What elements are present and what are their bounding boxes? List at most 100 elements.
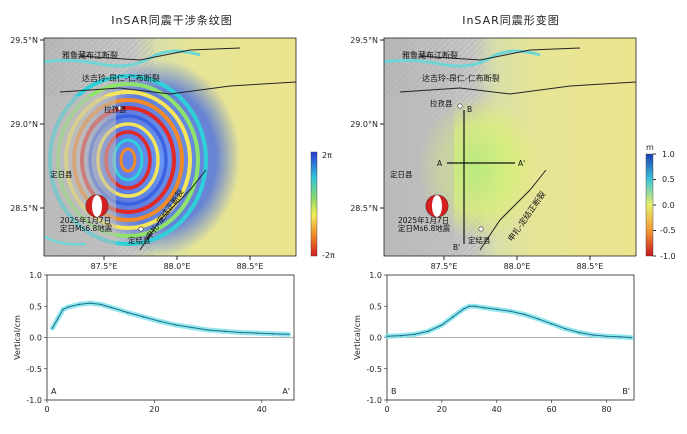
data-point [255,332,258,334]
fringe-map-title: InSAR同震干涉条纹图 [111,13,233,27]
y-tick-label: -1.0 [366,396,382,405]
profile-uncertainty-band [49,300,292,337]
city-marker-lazi [117,105,123,111]
profile-label-b: B [467,105,472,114]
profile-start-label: B [391,387,397,396]
city-label-dingri: 定日县 [390,169,413,179]
data-point [62,308,64,311]
y-tick-label: -0.5 [366,365,382,374]
data-point [271,332,274,335]
profile-line [51,302,289,335]
lat-ticks: 29.5°N 29.0°N 28.5°N [10,36,44,213]
fault-line-dajiling [399,81,636,95]
map-frame [43,37,297,257]
x-tick-label: 60 [547,405,557,414]
data-point [126,311,129,314]
data-point [509,310,512,313]
deformation-colorbar: m 1.0 0.5 0.0 -0.5 -1.0 [645,143,676,261]
lat-tick-label: 29.0°N [10,120,38,129]
data-point [158,320,161,323]
profile-end-label: B' [622,387,630,396]
lat-tick-label: 28.5°N [10,204,38,213]
fault-label-yarlung: 雅鲁藏布江断裂 [62,50,118,60]
data-point [78,303,81,306]
colorbar-tick-label: 0.0 [662,201,675,210]
fault-line-dajiling [59,81,296,95]
lon-ticks: 87.5°E 88.0°E 88.5°E [91,256,263,271]
event-date: 2025年1月7日 [398,215,449,225]
x-tick-label: 0 [384,405,389,414]
lon-tick-label: 88.0°E [504,262,531,271]
data-point [191,326,193,329]
fault-line-yarlung [79,47,241,61]
fault-label-yarlung: 雅鲁藏布江断裂 [402,50,458,60]
y-tick-label: 0.0 [29,334,42,343]
y-tick-label: -1.0 [26,396,42,405]
fringe-map-panel: InSAR同震干涉条纹图 雅 [10,13,335,271]
data-point [51,327,54,329]
data-point [523,313,526,316]
city-marker-dingjie [138,226,144,232]
profile-plot-bb: -1.0 -0.5 0.0 0.5 1.0 0 20 40 60 80 Vertical/cm B B' [353,271,635,414]
profile-plot-aa: -1.0 -0.5 0.0 0.5 1.0 0 20 40 Vertical/cm A A' [13,271,295,414]
y-tick-label: 0.5 [29,302,42,311]
data-point [482,306,484,309]
city-marker-dingjie [478,226,484,232]
lat-ticks: 29.5°N 29.0°N 28.5°N [350,36,384,213]
data-point [413,333,416,336]
river-line [44,49,201,68]
data-point [452,316,454,318]
data-point [441,324,443,326]
terrain-west-shade [384,96,454,256]
y-tick-label: 0.5 [369,302,382,311]
x-tick-label: 40 [257,405,267,414]
event-date: 2025年1月7日 [60,215,111,225]
city-label-dingjie: 定结县 [468,235,491,245]
data-point [463,307,465,310]
x-tick-label: 20 [437,405,447,414]
data-point [99,303,102,306]
deformation-map-panel: InSAR同震形变图 A A' B B' 雅鲁藏布江断裂 达吉玲-昂仁-仁布断裂… [350,13,675,271]
event-magnitude: 定日Ms6.8地震 [60,223,113,233]
data-point [67,306,70,308]
lon-tick-label: 88.5°E [577,262,604,271]
colorbar-bottom-label: -2π [322,251,335,260]
colorbar-top-label: 2π [322,151,332,160]
y-tick-label: 0.0 [369,334,382,343]
profile-start-label: A [51,387,57,396]
fault-line-shenzha [479,169,547,251]
lat-tick-label: 29.0°N [350,120,378,129]
event-magnitude: 定日Ms6.8地震 [398,223,451,233]
lon-tick-label: 88.0°E [164,262,191,271]
lon-tick-label: 87.5°E [431,262,458,271]
profile-label-a-prime: A' [518,159,525,168]
colorbar-tick-label: 0.5 [662,175,675,184]
data-point [605,335,608,338]
map-frame [383,37,637,257]
x-tick-label: 20 [149,405,159,414]
city-label-dingri: 定日县 [50,169,73,179]
lat-tick-label: 29.5°N [10,36,38,45]
data-point [207,329,209,331]
fringe-colorbar: 2π -2π [310,151,335,260]
city-marker-lazi [457,103,463,109]
data-point [239,331,242,334]
data-point [175,324,177,326]
y-axis-label: Vertical/cm [13,315,22,360]
data-point [89,302,91,304]
data-point [386,335,388,338]
profile-label-a: A [437,159,443,168]
lon-ticks: 87.5°E 88.0°E 88.5°E [431,256,604,271]
data-point [427,330,429,333]
lon-tick-label: 87.5°E [91,262,118,271]
city-label-lazi: 拉孜县 [430,98,453,108]
deformation-map-title: InSAR同震形变图 [462,13,560,27]
x-tick-label: 0 [44,405,49,414]
fringe-rings [48,74,208,246]
terrain-west-shade [44,96,116,256]
y-tick-label: 1.0 [29,271,42,280]
fault-label-dajiling: 达吉玲-昂仁-仁布断裂 [422,73,500,83]
river-line [384,49,541,68]
focal-mechanism-icon [425,194,449,218]
river-line-south [44,234,87,246]
